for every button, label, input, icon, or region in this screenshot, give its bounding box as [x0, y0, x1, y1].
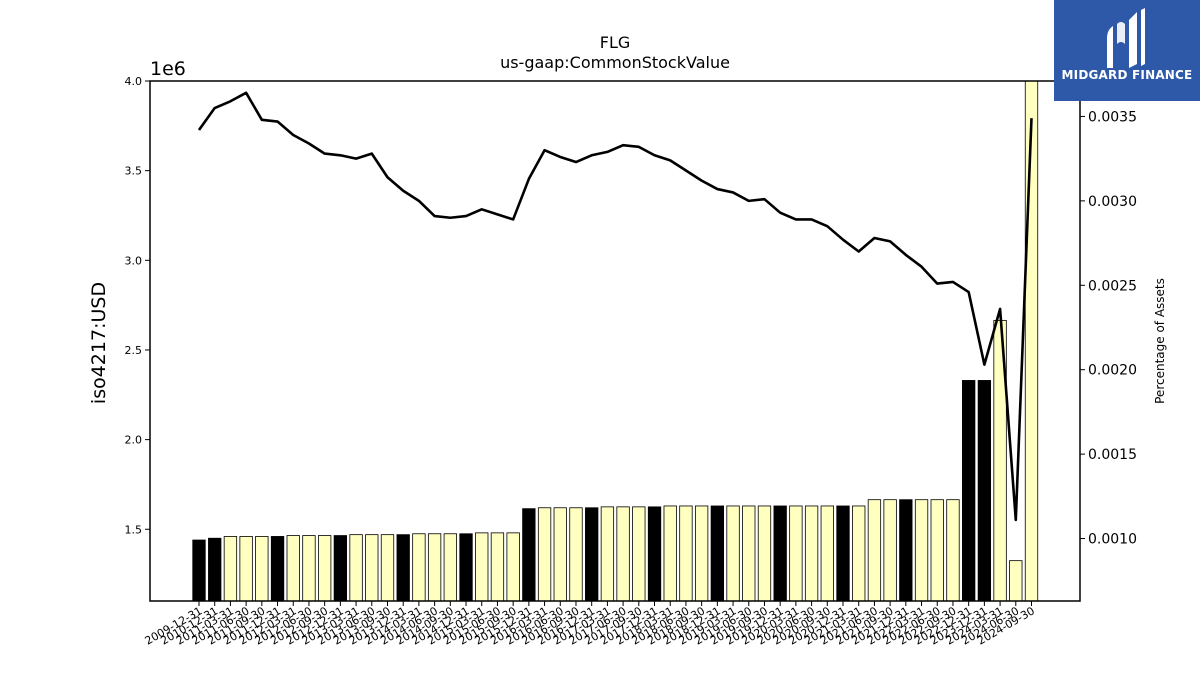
logo-text: MIDGARD FINANCE: [1061, 68, 1193, 82]
bar: [946, 499, 960, 602]
bar: [255, 536, 269, 602]
bar: [1009, 560, 1023, 602]
y2-tick-label: 0.0020: [1088, 363, 1137, 379]
y-tick-label: 4.0: [125, 75, 143, 88]
bar: [349, 534, 363, 602]
bar: [710, 505, 724, 602]
bar: [616, 506, 630, 602]
bar: [647, 506, 662, 602]
bar: [883, 499, 897, 602]
bar: [208, 537, 222, 602]
bar: [852, 505, 866, 602]
midgard-logo-icon: [1107, 8, 1145, 68]
y2-tick-label: 0.0025: [1088, 278, 1137, 294]
bar: [899, 499, 913, 602]
bar: [427, 533, 442, 602]
bar: [396, 534, 410, 602]
bar: [914, 499, 929, 602]
bar: [820, 505, 834, 602]
bar: [962, 380, 976, 602]
bar: [302, 535, 316, 602]
y2-tick-label: 0.0035: [1088, 109, 1137, 125]
bar: [239, 536, 253, 602]
bar: [522, 508, 536, 602]
bar: [585, 507, 599, 602]
bar: [789, 505, 803, 602]
bar: [663, 505, 677, 602]
chart-title: FLG: [600, 33, 631, 52]
bar: [443, 533, 457, 602]
y2-tick-label: 0.0030: [1088, 194, 1137, 210]
y-tick-label: 2.5: [125, 344, 143, 357]
y2-tick-label: 0.0010: [1088, 532, 1137, 548]
y-tick-label: 3.5: [125, 165, 143, 178]
x-axis: 2009-12-312010-12-312011-03-312011-06-30…: [143, 601, 1037, 648]
y-axis-label: iso4217:USD: [88, 282, 110, 404]
chart-subtitle: us-gaap:CommonStockValue: [500, 53, 730, 72]
bar: [836, 505, 850, 602]
bar: [490, 532, 505, 602]
percentage-line-series: [197, 91, 1033, 522]
bar: [773, 505, 787, 602]
bar: [569, 507, 583, 602]
bar: [192, 539, 206, 602]
bar: [867, 499, 882, 602]
plot-frame: [149, 80, 1081, 602]
bar: [804, 505, 819, 602]
y2-tick-label: 0.0015: [1088, 447, 1137, 463]
bar: [600, 506, 615, 602]
y-tick-label: 3.0: [125, 254, 143, 267]
bar: [1024, 80, 1039, 602]
bar: [223, 536, 238, 602]
logo: MIDGARD FINANCE: [1054, 0, 1200, 101]
bar: [286, 535, 300, 602]
y-tick-label: 1.5: [125, 523, 143, 536]
y-axis-right: 0.0010 0.0015 0.0020 0.0025 0.0030 0.0035: [1080, 109, 1137, 548]
y-offset-label: 1e6: [150, 58, 186, 80]
bar: [694, 505, 709, 602]
bar-series: [192, 80, 1039, 602]
bar: [365, 534, 379, 602]
bar: [757, 505, 772, 602]
bar: [475, 532, 489, 602]
bar: [380, 534, 395, 602]
y-tick-label: 2.0: [125, 434, 143, 447]
bar: [553, 507, 567, 602]
y-axis-left: 1.5 2.0 2.5 3.0 3.5 4.0: [125, 75, 150, 536]
bar: [726, 505, 740, 602]
bar: [506, 532, 520, 602]
bar: [632, 506, 646, 602]
bar: [537, 507, 552, 602]
percentage-line: [197, 91, 1033, 522]
bar: [679, 505, 693, 602]
bar: [977, 380, 992, 602]
bar: [930, 499, 944, 602]
bar: [270, 536, 285, 602]
bar: [318, 535, 332, 602]
y2-axis-label: Percentage of Assets: [1153, 278, 1167, 404]
bar: [742, 505, 756, 602]
bar: [412, 533, 426, 602]
bar: [333, 535, 348, 602]
bar: [459, 533, 473, 602]
